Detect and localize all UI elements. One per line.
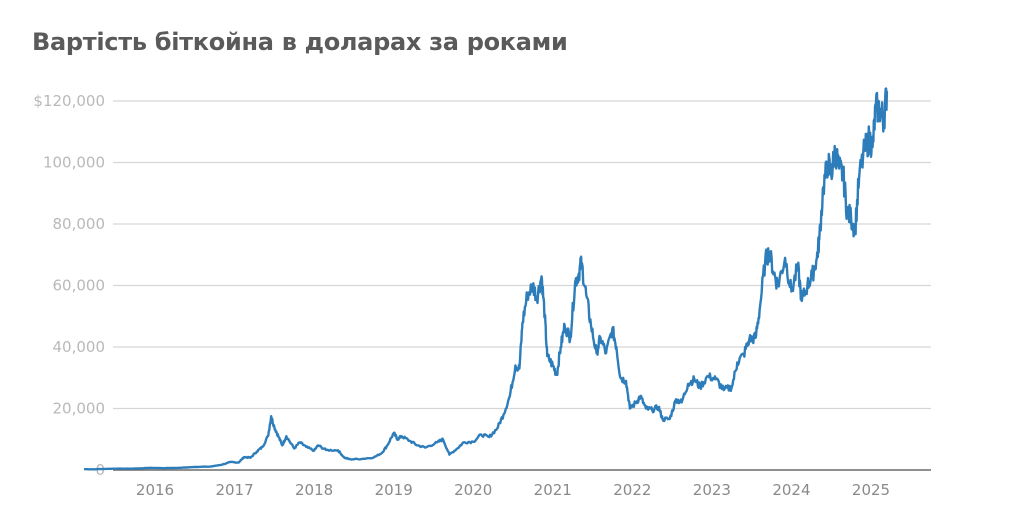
y-tick-label: 20,000 [53, 400, 106, 418]
x-axis-ticks: 2016 2017 2018 2019 2020 2021 2022 2023 2024 2025 [136, 481, 890, 499]
y-tick-label: $120,000 [33, 92, 105, 110]
x-tick-label: 2023 [693, 481, 731, 499]
gridlines [113, 100, 931, 410]
y-tick-label: 40,000 [53, 338, 106, 356]
x-tick-label: 2024 [772, 481, 810, 499]
y-tick-label: 100,000 [43, 154, 105, 172]
y-tick-label: 80,000 [53, 215, 106, 233]
x-tick-label: 2017 [215, 481, 253, 499]
x-tick-label: 2020 [454, 481, 492, 499]
y-tick-label: 60,000 [53, 277, 106, 295]
x-tick-label: 2019 [375, 481, 413, 499]
x-tick-label: 2016 [136, 481, 174, 499]
x-tick-label: 2021 [534, 481, 572, 499]
x-tick-label: 2025 [852, 481, 890, 499]
x-tick-label: 2018 [295, 481, 333, 499]
price-line [83, 87, 889, 471]
x-tick-label: 2022 [613, 481, 651, 499]
chart-title: Вартість біткойна в доларах за роками [32, 28, 568, 56]
